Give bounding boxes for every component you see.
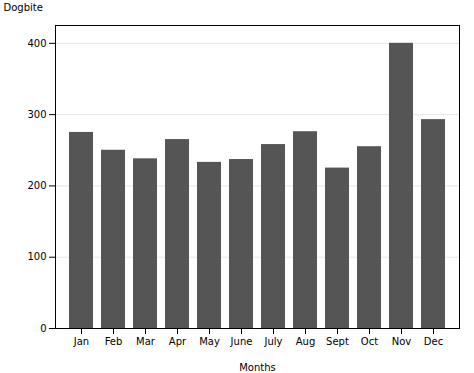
svg-text:300: 300 [27, 109, 46, 120]
svg-text:June: June [230, 336, 253, 347]
svg-text:Nov: Nov [392, 336, 412, 347]
svg-text:100: 100 [27, 251, 46, 262]
svg-text:Jan: Jan [73, 336, 89, 347]
svg-text:Feb: Feb [105, 336, 123, 347]
svg-text:Months: Months [239, 362, 276, 373]
svg-text:Sept: Sept [326, 336, 349, 347]
svg-text:Aug: Aug [296, 336, 316, 347]
svg-text:400: 400 [27, 38, 46, 49]
svg-text:Dogbite: Dogbite [4, 2, 43, 13]
svg-text:Mar: Mar [136, 336, 156, 347]
svg-text:Apr: Apr [169, 336, 187, 347]
svg-text:May: May [199, 336, 220, 347]
svg-text:July: July [264, 336, 283, 347]
svg-text:0: 0 [40, 323, 46, 334]
svg-text:Dec: Dec [424, 336, 443, 347]
svg-text:Oct: Oct [361, 336, 378, 347]
svg-text:200: 200 [27, 180, 46, 191]
